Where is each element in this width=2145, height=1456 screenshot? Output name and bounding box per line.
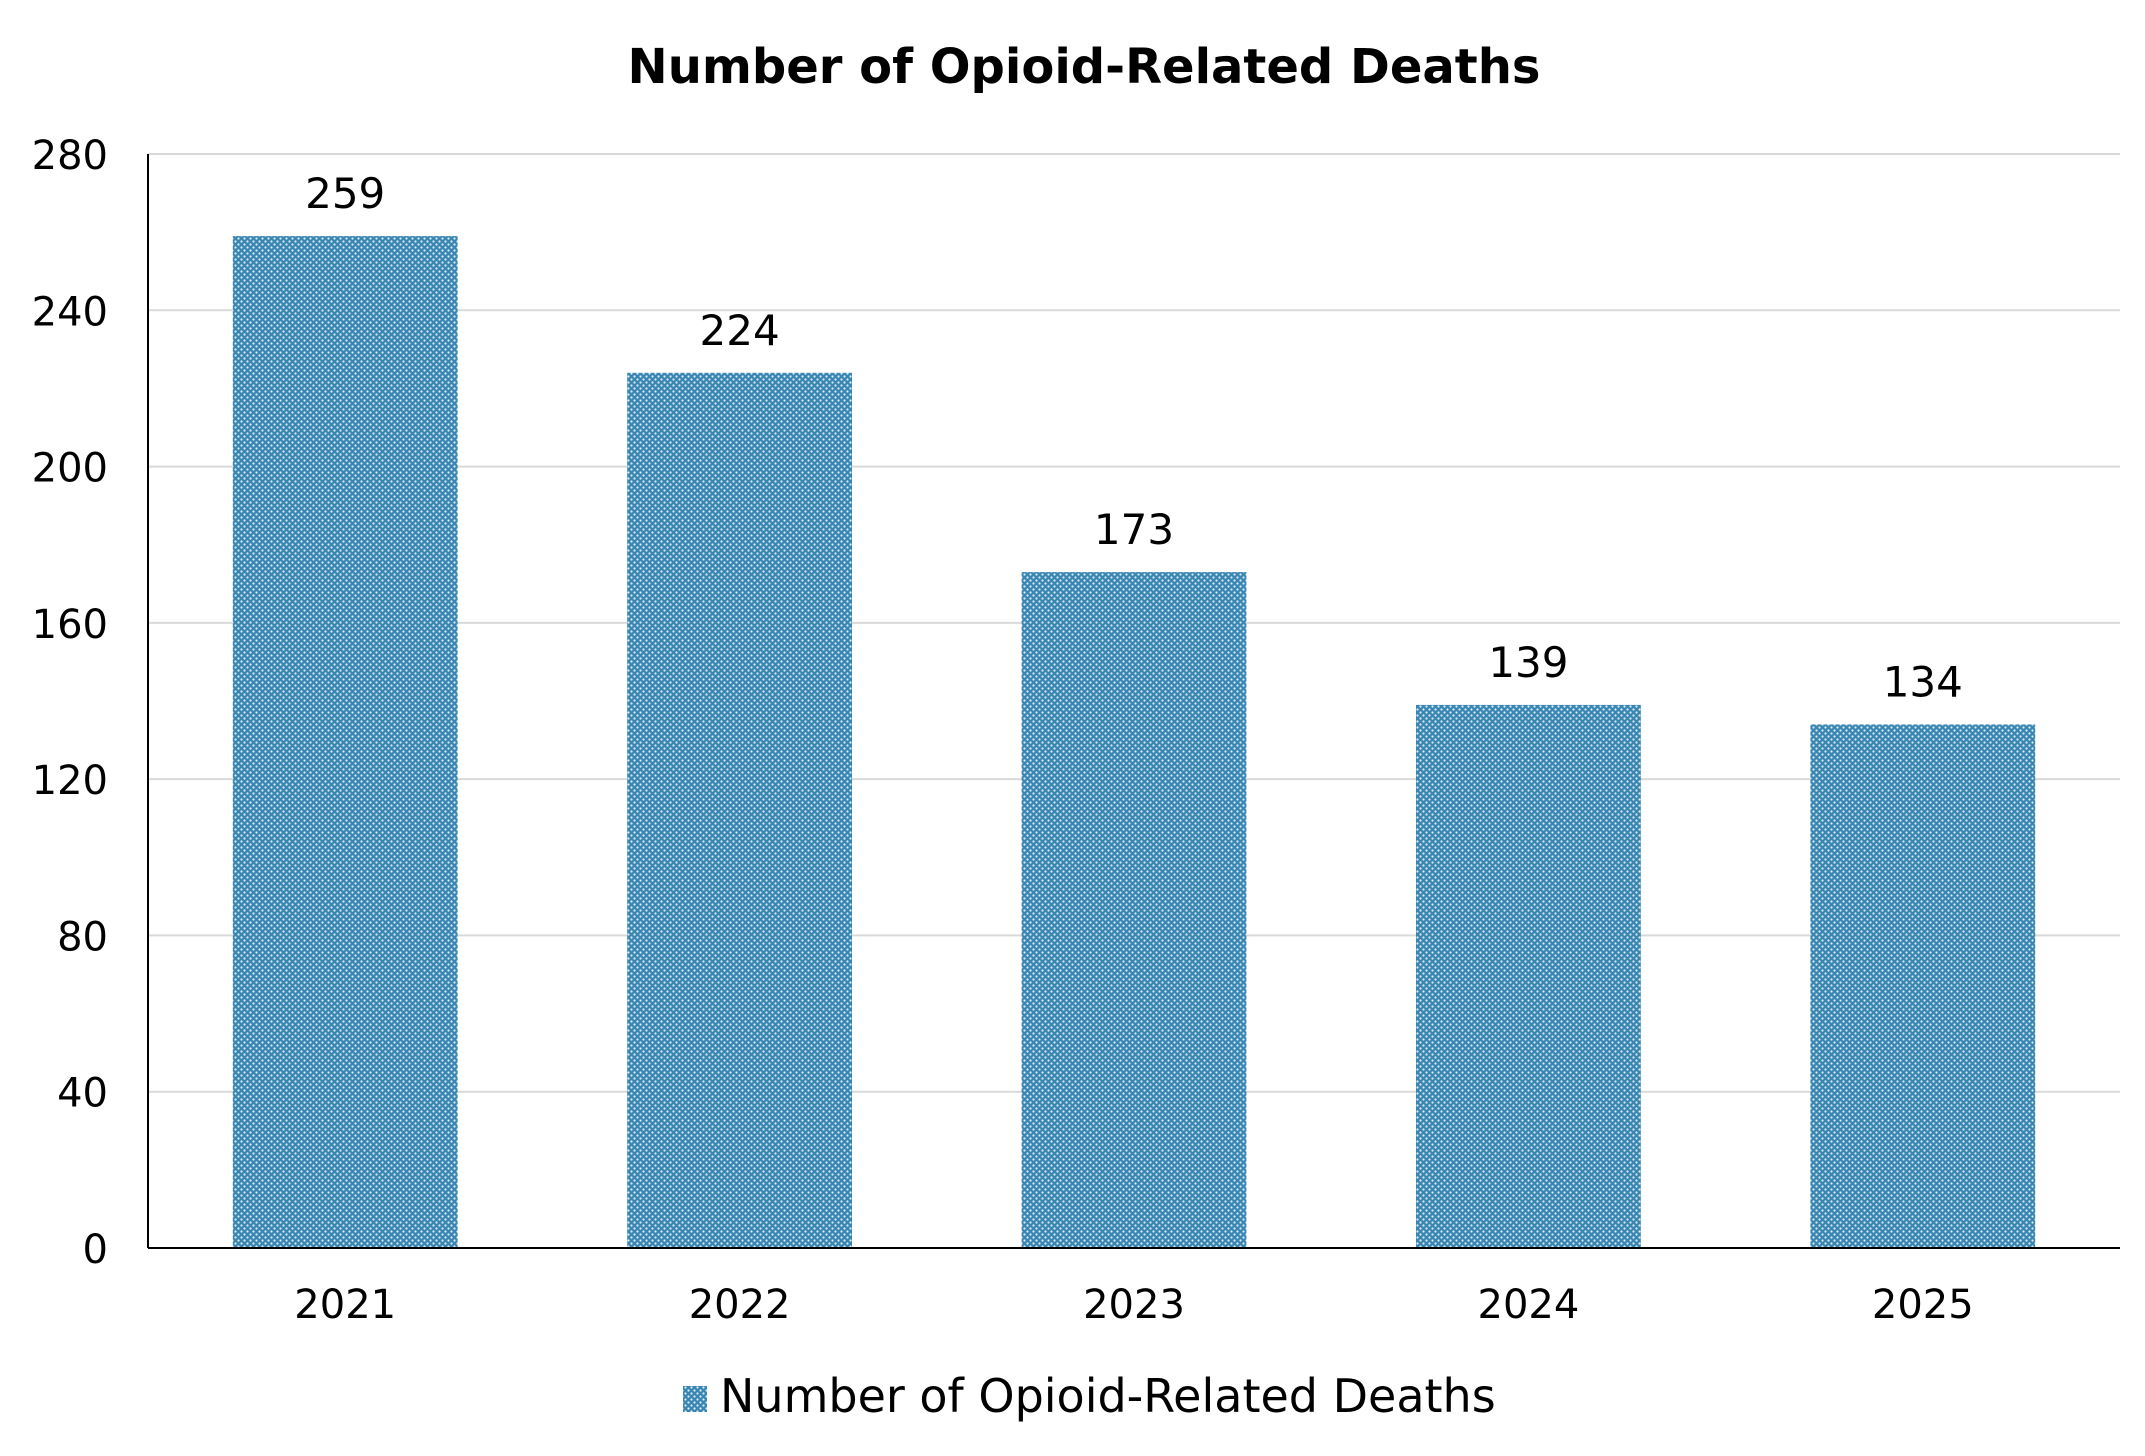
y-tick-label: 0 <box>83 1227 108 1273</box>
x-tick-labels: 2021 2022 2023 2024 2025 <box>294 1282 1973 1328</box>
legend-label: Number of Opioid-Related Deaths <box>720 1369 1496 1423</box>
chart-title: Number of Opioid-Related Deaths <box>628 39 1541 95</box>
bar-2023 <box>1021 572 1247 1248</box>
x-tick-label-2023: 2023 <box>1083 1282 1185 1328</box>
data-label-2021: 259 <box>305 169 385 218</box>
y-tick-label: 240 <box>32 289 108 335</box>
legend-swatch <box>683 1386 707 1412</box>
x-tick-label-2022: 2022 <box>689 1282 791 1328</box>
legend: Number of Opioid-Related Deaths <box>683 1369 1496 1423</box>
y-tick-label: 120 <box>32 758 108 804</box>
data-label-2025: 134 <box>1883 657 1963 706</box>
x-tick-label-2021: 2021 <box>294 1282 396 1328</box>
data-label-2022: 224 <box>700 306 780 355</box>
bar-2021 <box>232 236 458 1249</box>
y-tick-label: 280 <box>32 133 108 179</box>
bars <box>232 236 2036 1249</box>
data-label-2024: 139 <box>1488 638 1568 687</box>
y-tick-label: 40 <box>57 1071 108 1117</box>
bar-2022 <box>627 372 853 1248</box>
y-tick-label: 80 <box>57 914 108 960</box>
axes <box>147 154 2120 1249</box>
x-tick-label-2025: 2025 <box>1872 1282 1974 1328</box>
data-label-2023: 173 <box>1094 505 1174 554</box>
y-tick-label: 160 <box>32 602 108 648</box>
data-labels: 259 224 173 139 134 <box>305 169 1963 706</box>
bar-2024 <box>1415 704 1641 1248</box>
y-tick-labels: 0 40 80 120 160 200 240 280 <box>32 133 108 1273</box>
y-tick-label: 200 <box>32 446 108 492</box>
bar-2025 <box>1810 724 2036 1248</box>
x-tick-label-2024: 2024 <box>1478 1282 1580 1328</box>
